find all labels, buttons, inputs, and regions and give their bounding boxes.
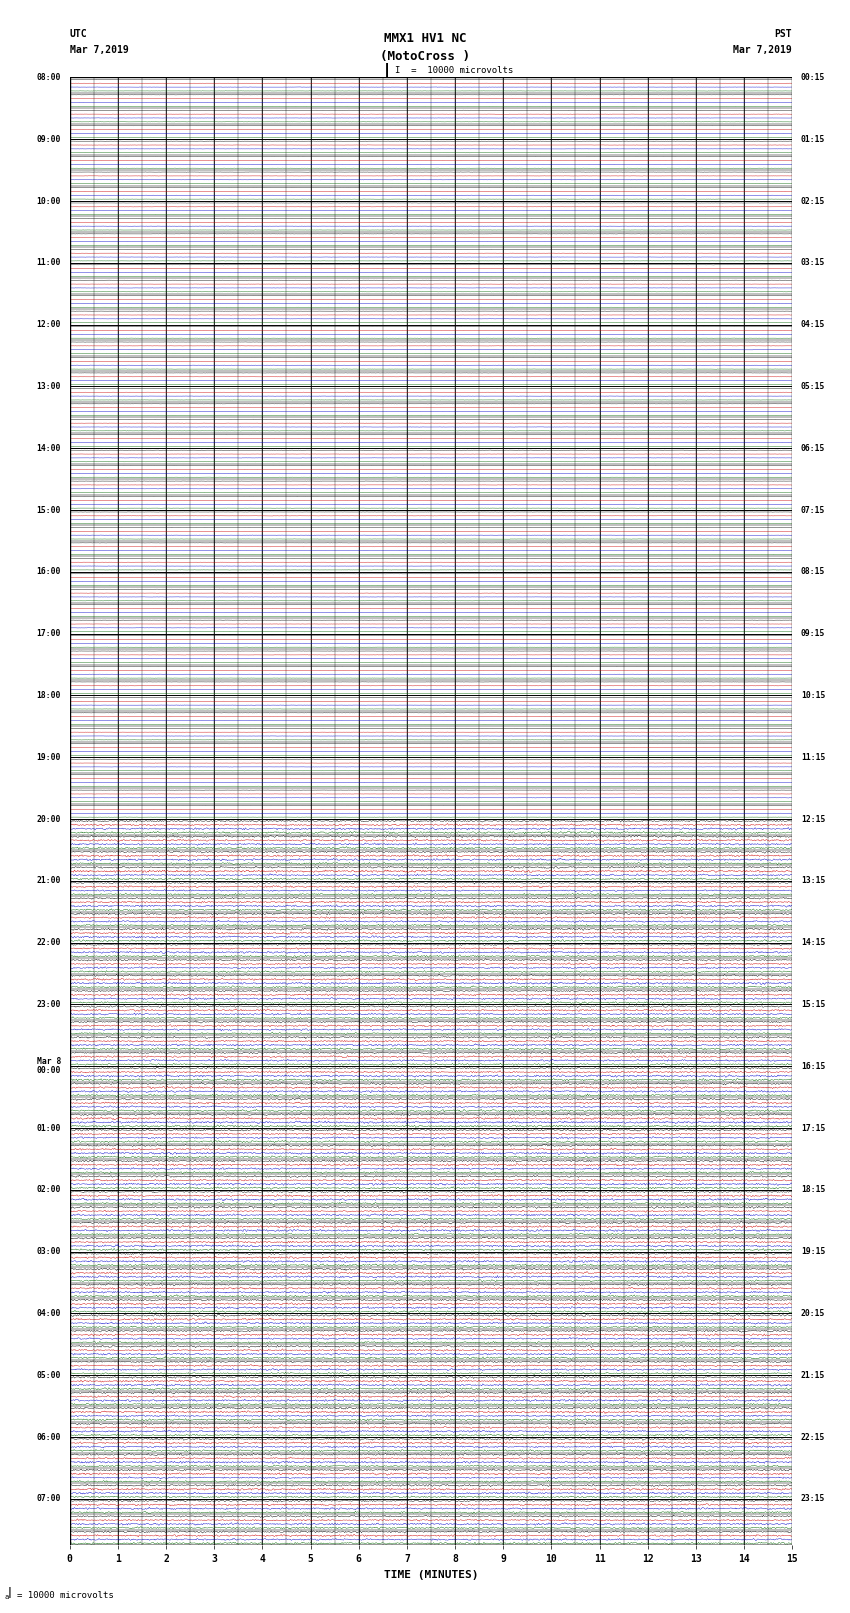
Text: 08:00: 08:00 [37, 73, 61, 82]
Text: 06:15: 06:15 [801, 444, 825, 453]
Text: 18:15: 18:15 [801, 1186, 825, 1194]
Text: Mar 7,2019: Mar 7,2019 [70, 45, 128, 55]
Text: 17:15: 17:15 [801, 1124, 825, 1132]
X-axis label: TIME (MINUTES): TIME (MINUTES) [383, 1569, 479, 1579]
Text: 19:00: 19:00 [37, 753, 61, 761]
Text: 20:00: 20:00 [37, 815, 61, 824]
Text: 13:15: 13:15 [801, 876, 825, 886]
Text: 23:15: 23:15 [801, 1494, 825, 1503]
Text: 11:15: 11:15 [801, 753, 825, 761]
Text: 15:15: 15:15 [801, 1000, 825, 1010]
Text: 05:00: 05:00 [37, 1371, 61, 1379]
Text: 11:00: 11:00 [37, 258, 61, 268]
Text: 05:15: 05:15 [801, 382, 825, 390]
Text: 04:15: 04:15 [801, 319, 825, 329]
Text: 23:00: 23:00 [37, 1000, 61, 1010]
Text: 22:15: 22:15 [801, 1432, 825, 1442]
Text: 00:15: 00:15 [801, 73, 825, 82]
Text: 19:15: 19:15 [801, 1247, 825, 1257]
Text: 15:00: 15:00 [37, 505, 61, 515]
Text: 21:00: 21:00 [37, 876, 61, 886]
Text: 22:00: 22:00 [37, 939, 61, 947]
Text: (MotoCross ): (MotoCross ) [380, 50, 470, 63]
Text: 06:00: 06:00 [37, 1432, 61, 1442]
Text: 00:00: 00:00 [37, 1066, 61, 1076]
Text: 18:00: 18:00 [37, 690, 61, 700]
Text: 07:00: 07:00 [37, 1494, 61, 1503]
Text: 01:15: 01:15 [801, 135, 825, 144]
Text: 12:15: 12:15 [801, 815, 825, 824]
Text: 13:00: 13:00 [37, 382, 61, 390]
Text: 08:15: 08:15 [801, 568, 825, 576]
Text: 07:15: 07:15 [801, 505, 825, 515]
Text: I  =  10000 microvolts: I = 10000 microvolts [395, 66, 513, 74]
Text: 16:15: 16:15 [801, 1061, 825, 1071]
Text: 14:15: 14:15 [801, 939, 825, 947]
Text: 03:00: 03:00 [37, 1247, 61, 1257]
Text: 10:00: 10:00 [37, 197, 61, 205]
Text: UTC: UTC [70, 29, 88, 39]
Text: 02:15: 02:15 [801, 197, 825, 205]
Text: |: | [7, 1587, 13, 1597]
Text: 17:00: 17:00 [37, 629, 61, 639]
Text: = 10000 microvolts: = 10000 microvolts [17, 1590, 114, 1600]
Text: 14:00: 14:00 [37, 444, 61, 453]
Text: 03:15: 03:15 [801, 258, 825, 268]
Text: 10:15: 10:15 [801, 690, 825, 700]
Text: 21:15: 21:15 [801, 1371, 825, 1379]
Text: 04:00: 04:00 [37, 1310, 61, 1318]
Text: 12:00: 12:00 [37, 319, 61, 329]
Text: 20:15: 20:15 [801, 1310, 825, 1318]
Text: 09:15: 09:15 [801, 629, 825, 639]
Text: Mar 8: Mar 8 [37, 1057, 61, 1066]
Text: PST: PST [774, 29, 792, 39]
Text: Mar 7,2019: Mar 7,2019 [734, 45, 792, 55]
Text: MMX1 HV1 NC: MMX1 HV1 NC [383, 32, 467, 45]
Text: 09:00: 09:00 [37, 135, 61, 144]
Text: 16:00: 16:00 [37, 568, 61, 576]
Text: 02:00: 02:00 [37, 1186, 61, 1194]
Text: 01:00: 01:00 [37, 1124, 61, 1132]
Text: a: a [4, 1594, 8, 1600]
